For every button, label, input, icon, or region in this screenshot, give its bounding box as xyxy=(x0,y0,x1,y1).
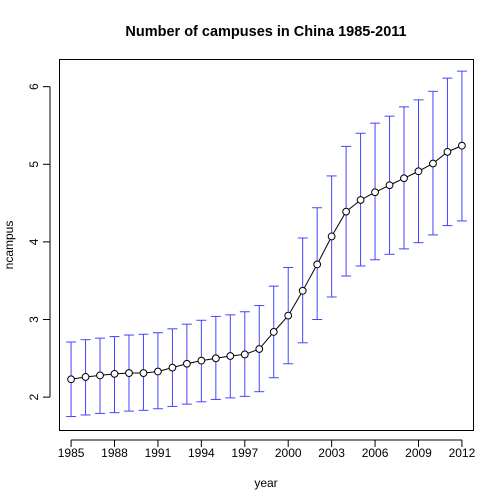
x-axis-label: year xyxy=(254,476,277,490)
data-point xyxy=(458,141,466,150)
data-point xyxy=(197,356,206,365)
data-point xyxy=(96,371,104,380)
x-tick-label: 2000 xyxy=(275,446,302,460)
data-point xyxy=(81,373,90,381)
data-point xyxy=(356,196,365,204)
plot-area-box xyxy=(59,59,474,431)
y-tick-label: 5 xyxy=(27,161,41,168)
data-point xyxy=(154,367,162,376)
y-tick-label: 3 xyxy=(27,316,41,323)
x-tick-label: 2009 xyxy=(405,446,432,460)
x-tick-label: 2006 xyxy=(362,446,389,460)
x-tick-label: 2012 xyxy=(449,446,476,460)
x-tick-label: 1994 xyxy=(188,446,215,460)
y-axis-label: ncampus xyxy=(2,221,16,270)
x-axis: 1985 1988 1991 1994 1997 2000 2003 2006 2009 2012 xyxy=(58,439,476,460)
x-tick-label: 2003 xyxy=(318,446,345,460)
data-point xyxy=(284,311,293,320)
x-tick-label: 1985 xyxy=(58,446,85,460)
data-point xyxy=(125,369,133,377)
data-point xyxy=(110,369,119,378)
data-point xyxy=(67,375,75,384)
data-point xyxy=(211,354,220,363)
y-tick-label: 4 xyxy=(27,238,41,245)
data-point xyxy=(371,188,379,197)
chart-title: Number of campuses in China 1985-2011 xyxy=(125,24,406,40)
data-point xyxy=(226,352,235,360)
data-point xyxy=(443,147,452,156)
data-point xyxy=(255,345,264,353)
data-point xyxy=(342,207,351,216)
data-points xyxy=(67,141,466,384)
data-point xyxy=(313,260,322,269)
y-tick-label: 2 xyxy=(27,393,41,400)
x-tick-label: 1991 xyxy=(145,446,172,460)
error-bars xyxy=(66,70,467,418)
data-point xyxy=(269,328,278,336)
x-tick-label: 1988 xyxy=(101,446,128,460)
y-tick-label: 6 xyxy=(27,83,41,90)
data-point xyxy=(385,181,394,190)
series-line xyxy=(74,146,459,380)
data-point xyxy=(400,174,408,183)
x-tick-label: 1997 xyxy=(231,446,258,460)
data-point xyxy=(414,167,423,176)
data-point xyxy=(327,232,336,241)
y-axis: 2 3 4 5 6 xyxy=(27,83,51,400)
data-point xyxy=(240,350,249,359)
data-point xyxy=(168,363,177,372)
data-point xyxy=(139,369,148,377)
data-point xyxy=(429,159,437,168)
data-point xyxy=(298,286,307,295)
data-point xyxy=(182,359,191,368)
